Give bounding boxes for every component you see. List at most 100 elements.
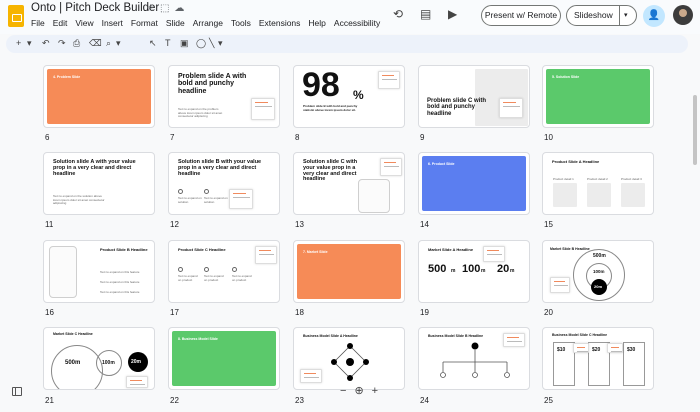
slide-thumbnail-12[interactable]: Solution slide B with your value prop in… xyxy=(168,152,280,215)
price-value: $30 xyxy=(627,347,636,353)
move-icon[interactable]: ⬚ xyxy=(159,3,170,14)
print-icon[interactable]: ⎙ xyxy=(73,38,81,48)
column-label: Product detail 3 xyxy=(621,177,642,181)
pricing-card xyxy=(588,342,610,386)
slide-number: 9 xyxy=(420,133,425,142)
slide-thumbnail-8[interactable]: 98 % Problem slide B with bold and punch… xyxy=(293,65,405,128)
slides-logo-icon[interactable] xyxy=(8,5,24,27)
slide-thumbnail-25[interactable]: Business Model Slide C Headline $10 $20 … xyxy=(542,327,654,390)
shapes-icon[interactable]: ◯ xyxy=(196,38,207,48)
menu-slide[interactable]: Slide xyxy=(165,18,185,28)
paint-format-icon[interactable]: ⌫ xyxy=(89,38,102,48)
slideshow-button[interactable]: Slideshow ▾ xyxy=(566,5,637,26)
zoom-in-icon[interactable]: + xyxy=(371,385,379,397)
undo-icon[interactable]: ↶ xyxy=(42,38,50,48)
zoom-controls: − ⊕ + xyxy=(340,384,386,397)
slide-body: Text to expand on the problem above lore… xyxy=(178,107,223,119)
menu-file[interactable]: File xyxy=(31,18,45,28)
bullet-text: Text to expand on product xyxy=(178,274,198,282)
market-stat: 20m xyxy=(131,359,142,365)
slide-thumbnail-10[interactable]: 5. Solution Slide xyxy=(542,65,654,128)
slide-title: Market Slide A Headline xyxy=(428,247,474,252)
slide-thumbnail-9[interactable]: Problem slide C with bold and punchy hea… xyxy=(418,65,530,128)
menu-insert[interactable]: Insert xyxy=(101,18,123,28)
slide-thumbnail-19[interactable]: Market Slide A Headline 500 m 100 m 20 m xyxy=(418,240,530,303)
star-icon[interactable]: ☆ xyxy=(146,3,155,14)
menu-view[interactable]: View xyxy=(75,18,94,28)
share-icon[interactable]: 👤 xyxy=(643,5,665,27)
slide-thumbnail-23[interactable]: Business Model Slide A Headline xyxy=(293,327,405,390)
slide-thumbnail-22[interactable]: 8. Business Model Slide xyxy=(168,327,280,390)
avatar[interactable] xyxy=(673,5,693,25)
toggle-filmstrip-icon[interactable] xyxy=(12,387,22,396)
slide-stat-unit: % xyxy=(353,88,364,102)
image-icon[interactable]: ▣ xyxy=(180,38,189,48)
redo-icon[interactable]: ↷ xyxy=(58,38,66,48)
slide-thumbnail-14[interactable]: 6. Product Slide xyxy=(418,152,530,215)
bullet-text: Text to expand on product xyxy=(232,274,252,282)
slide-background xyxy=(422,156,526,211)
price-value: $10 xyxy=(557,347,566,353)
slide-thumbnail-20[interactable]: Market Slide B Headline 500m 100m 20m xyxy=(542,240,654,303)
slide-thumbnail-16[interactable]: Product Slide B Headline Text to expand … xyxy=(43,240,155,303)
slide-title: Product Slide B Headline xyxy=(100,247,148,252)
zoom-icon[interactable]: ⌕ xyxy=(106,38,112,48)
slide-thumbnail-21[interactable]: Market Slide C Headline 500m 100m 20m xyxy=(43,327,155,390)
market-stat: 500m xyxy=(65,360,81,366)
menu-arrange[interactable]: Arrange xyxy=(192,18,223,28)
menu-extensions[interactable]: Extensions xyxy=(258,18,301,28)
zoom-out-icon[interactable]: − xyxy=(340,385,347,397)
price-value: $20 xyxy=(592,347,601,353)
note-card xyxy=(251,98,275,120)
slide-number: 13 xyxy=(295,220,304,229)
menu-tools[interactable]: Tools xyxy=(230,18,251,28)
slide-thumbnail-11[interactable]: Solution slide A with your value prop in… xyxy=(43,152,155,215)
chevron-down-icon[interactable]: ▾ xyxy=(624,12,628,19)
slide-number: 20 xyxy=(544,308,553,317)
menu-accessibility[interactable]: Accessibility xyxy=(333,18,381,28)
slide-body: Text to expand on the solution above lor… xyxy=(53,194,105,206)
feature-icon xyxy=(204,267,209,272)
slide-thumbnail-7[interactable]: Problem slide A with bold and punchy hea… xyxy=(168,65,280,128)
text-box-icon[interactable]: T xyxy=(165,38,171,48)
present-remote-button[interactable]: Present w/ Remote xyxy=(481,5,561,26)
document-title[interactable]: Onto | Pitch Deck Builder xyxy=(31,2,160,14)
select-icon[interactable]: ↖ xyxy=(149,38,157,48)
slide-thumbnail-17[interactable]: Product Slide C Headline Text to expand … xyxy=(168,240,280,303)
slide-thumbnail-13[interactable]: Solution slide C with your value prop in… xyxy=(293,152,405,215)
slide-number: 22 xyxy=(170,396,179,405)
history-icon[interactable]: ⟲ xyxy=(393,7,404,21)
menu-edit[interactable]: Edit xyxy=(52,18,68,28)
line-dropdown-icon[interactable]: ▾ xyxy=(218,38,223,48)
slide-thumbnail-18[interactable]: 7. Market Slide xyxy=(293,240,405,303)
slide-thumbnail-6[interactable]: 4. Problem Slide xyxy=(43,65,155,128)
slide-thumbnail-24[interactable]: Business Model Slide B Headline xyxy=(418,327,530,390)
note-card xyxy=(503,333,525,347)
zoom-search-icon[interactable]: ⊕ xyxy=(354,385,364,397)
cloud-status-icon[interactable]: ☁ xyxy=(174,3,185,14)
menu-format[interactable]: Format xyxy=(130,18,158,28)
column-label: Product detail 1 xyxy=(553,177,574,181)
note-card xyxy=(573,343,589,353)
comment-icon[interactable]: ▤ xyxy=(420,7,432,21)
zoom-dropdown-icon[interactable]: ▾ xyxy=(116,38,121,48)
slide-number: 14 xyxy=(420,220,429,229)
slide-thumbnail-15[interactable]: Product Slide A Headline Product detail … xyxy=(542,152,654,215)
vertical-scrollbar[interactable] xyxy=(693,95,697,165)
market-stat: 20 xyxy=(497,263,510,275)
cycle-diagram xyxy=(331,343,369,381)
image-placeholder xyxy=(621,183,645,207)
menu-help[interactable]: Help xyxy=(308,18,326,28)
slide-label: 7. Market Slide xyxy=(303,250,328,254)
market-circle-inner xyxy=(128,352,148,372)
new-slide-icon[interactable]: + xyxy=(16,38,22,48)
slide-number: 11 xyxy=(45,220,54,229)
line-icon[interactable]: ╲ xyxy=(209,38,215,48)
note-card xyxy=(378,71,400,89)
slideshow-label: Slideshow xyxy=(574,10,613,20)
market-stat-unit: m xyxy=(451,268,456,274)
phone-mockup xyxy=(358,179,390,213)
new-slide-dropdown-icon[interactable]: ▾ xyxy=(27,38,32,48)
toolbar: + ▾ ↶ ↷ ⎙ ⌫ ⌕ ▾ ↖ T ▣ ◯ ╲ ▾ xyxy=(6,35,688,53)
meet-icon[interactable]: ▶ xyxy=(448,7,458,21)
